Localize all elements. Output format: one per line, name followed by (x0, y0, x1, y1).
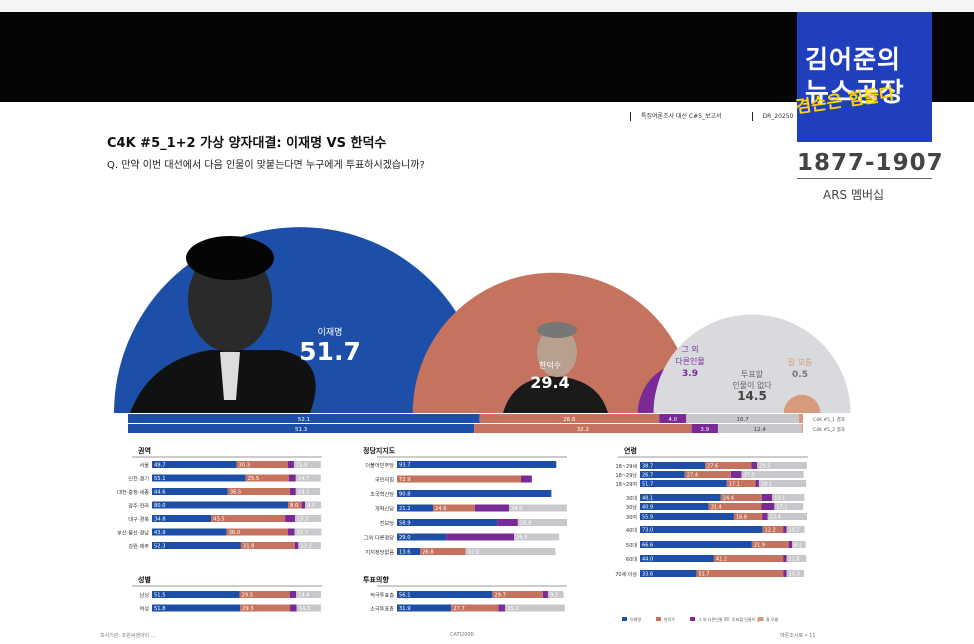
footer-right: 여론조사로 • 11 (780, 633, 816, 639)
footer-center: CATI2000 (450, 632, 474, 638)
survey-question: Q. 만약 이번 대선에서 다음 인물이 맞붙는다면 누구에게 투표하시겠습니까… (107, 160, 425, 171)
page-title: C4K #5_1+2 가상 양자대결: 이재명 VS 한덕수 (107, 136, 387, 151)
footer-left: 조사기관: 조원씨앤아이 ... (100, 633, 156, 639)
logo-line-2: 뉴스공장 (805, 78, 905, 108)
divider (797, 178, 932, 179)
report-page (0, 102, 974, 644)
meta-label-2: DR_20250 (762, 113, 794, 120)
divider (751, 112, 753, 121)
meta-label-1: 특집여론조사 대선 C#5_보고서 (641, 113, 722, 120)
channel-logo (797, 12, 932, 142)
years-label: 1877-1907 (797, 150, 944, 176)
report-header-meta: 특집여론조사 대선 C#5_보고서 DR_20250 (630, 111, 821, 121)
logo-line-1: 김어준의 (805, 45, 902, 74)
membership-label: ARS 멤버십 (823, 188, 885, 202)
divider (630, 112, 631, 121)
footer: 조사기관: 조원씨앤아이 ... CATI2000 여론조사로 • 11 (0, 630, 974, 644)
